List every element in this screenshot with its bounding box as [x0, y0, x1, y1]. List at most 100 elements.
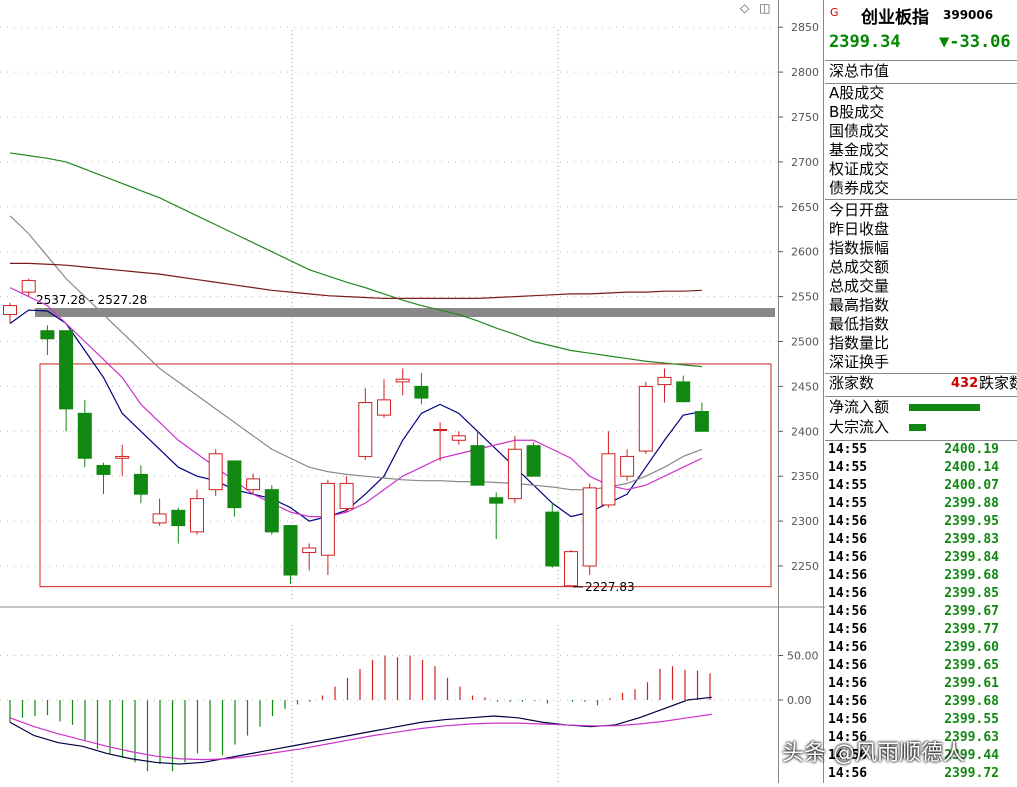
tick-row[interactable]: 14:56 2399.84	[825, 549, 1017, 567]
tick-row[interactable]: 14:56 2399.72	[825, 765, 1017, 783]
tick-time: 14:56	[828, 568, 868, 583]
candle-body	[59, 330, 74, 410]
tick-row[interactable]: 14:55 2400.14	[825, 459, 1017, 477]
diamond-icon[interactable]: ◇	[740, 1, 750, 15]
tick-price: 2399.72	[944, 766, 999, 781]
tick-row[interactable]: 14:56 2399.68	[825, 567, 1017, 585]
candle	[451, 431, 466, 445]
candle-body	[3, 305, 17, 316]
ma-line-2	[9, 215, 703, 491]
candle	[470, 431, 485, 486]
resistance-label: 2537.28 - 2527.28	[36, 293, 147, 307]
tick-row[interactable]: 14:56 2399.67	[825, 603, 1017, 621]
candle	[358, 388, 373, 461]
candle	[21, 278, 36, 297]
decliners-label: 跌家数	[979, 374, 1017, 392]
tick-price: 2399.88	[944, 496, 999, 511]
tick-price: 2399.84	[944, 550, 999, 565]
trade-label: 权证成交	[829, 160, 890, 178]
candle-body	[133, 473, 148, 495]
candle	[246, 473, 261, 495]
candle	[283, 524, 298, 584]
tick-row[interactable]: 14:56 2399.77	[825, 621, 1017, 639]
tick-row[interactable]: 14:56 2399.61	[825, 675, 1017, 693]
candle-body	[320, 482, 335, 556]
stat-label: 最低指数	[829, 315, 890, 333]
candle-body	[377, 399, 391, 416]
candle-body	[190, 498, 204, 533]
tick-row[interactable]: 14:56 2399.85	[825, 585, 1017, 603]
candle	[190, 489, 204, 535]
candle-body	[694, 411, 709, 432]
axis-tick-label: 2250	[791, 560, 819, 573]
watermark: 头条 @风雨顺德人	[782, 741, 965, 766]
candle-body	[489, 497, 504, 504]
candle-body	[451, 435, 466, 441]
stat-label: 总成交量	[829, 277, 890, 295]
tick-row[interactable]: 14:56 2399.95	[825, 513, 1017, 531]
tick-price: 2400.19	[944, 442, 999, 457]
tick-price: 2399.65	[944, 658, 999, 673]
candle	[676, 375, 691, 403]
candle-body	[676, 381, 691, 403]
tick-row[interactable]: 14:56 2399.60	[825, 639, 1017, 657]
tick-time: 14:56	[828, 640, 868, 655]
tick-row[interactable]: 14:56 2399.63	[825, 729, 1017, 747]
stat-label: 昨日收盘	[829, 220, 890, 238]
candle	[620, 449, 635, 481]
tick-price: 2399.67	[944, 604, 999, 619]
price-axis: 2250 2300 2350 2400 2450 2500 2550 2600 2650 2700…	[778, 0, 825, 783]
divider	[825, 199, 1017, 200]
candle	[302, 543, 317, 571]
resistance-band	[35, 308, 775, 318]
candle	[171, 507, 186, 544]
tick-row[interactable]: 14:55 2399.88	[825, 495, 1017, 513]
candle	[657, 368, 672, 403]
candle	[694, 402, 709, 432]
block-inflow-bar	[909, 424, 927, 431]
tick-time: 14:56	[828, 658, 868, 673]
tick-price: 2399.95	[944, 514, 999, 529]
tick-row[interactable]: 14:56 2399.44	[825, 747, 1017, 765]
candle	[339, 476, 354, 513]
tick-price: 2399.85	[944, 586, 999, 601]
candle	[395, 368, 410, 396]
trade-label: 债券成交	[829, 179, 890, 197]
candle-body	[433, 429, 448, 432]
candle-body	[40, 330, 55, 340]
tick-row[interactable]: 14:55 2400.19	[825, 441, 1017, 459]
candle-body	[507, 448, 522, 500]
trade-label: B股成交	[829, 103, 885, 121]
index-code: 399006	[943, 8, 994, 22]
tick-row[interactable]: 14:56 2399.68	[825, 693, 1017, 711]
candle	[3, 302, 17, 324]
candle	[208, 449, 223, 496]
tick-row[interactable]: 14:55 2400.07	[825, 477, 1017, 495]
axis-tick-label: 2600	[791, 246, 819, 259]
candlestick-chart[interactable]: 2537.28 - 2527.28 2227.83 ◇ ◫	[0, 0, 778, 783]
candle	[59, 330, 74, 432]
stat-label: 总成交额	[829, 258, 890, 276]
stat-label: 指数量比	[829, 334, 890, 352]
range-box	[39, 363, 772, 588]
tick-price: 2399.68	[944, 568, 999, 583]
tick-time: 14:56	[828, 748, 868, 763]
ma-line-4	[10, 262, 702, 299]
candle-body	[77, 412, 92, 459]
axis-tick-label: 2300	[791, 515, 819, 528]
net-inflow-bar	[909, 404, 980, 411]
advancers-value: 432	[951, 376, 979, 391]
tick-row[interactable]: 14:56 2399.55	[825, 711, 1017, 729]
chart-corner-icons[interactable]: ◇ ◫	[740, 1, 770, 15]
candle	[507, 435, 522, 504]
price-change: ▼-33.06	[939, 32, 1011, 52]
panel-title: G 创业板指 399006	[825, 2, 1017, 28]
tick-row[interactable]: 14:56 2399.65	[825, 657, 1017, 675]
index-name: 创业板指	[861, 8, 929, 28]
axis-tick-label: 2400	[791, 425, 819, 438]
tick-price: 2399.61	[944, 676, 999, 691]
window-icon[interactable]: ◫	[759, 1, 771, 15]
candle	[40, 325, 55, 355]
tick-time: 14:56	[828, 604, 868, 619]
tick-row[interactable]: 14:56 2399.83	[825, 531, 1017, 549]
